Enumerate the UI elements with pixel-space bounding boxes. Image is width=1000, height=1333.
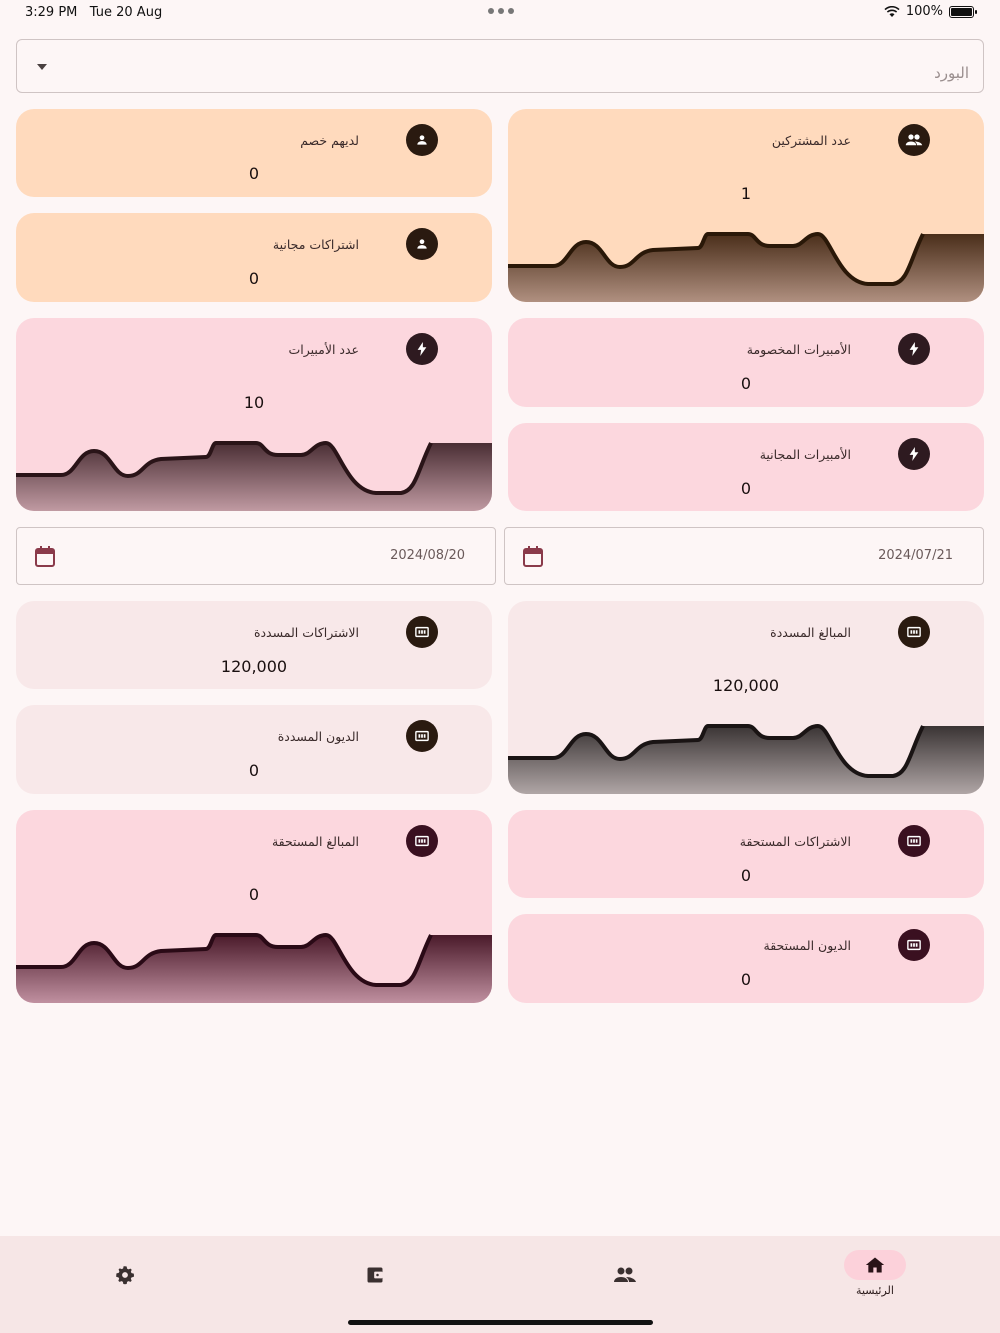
- card-value: 0: [248, 761, 260, 780]
- card-title: عدد المشتركين: [771, 133, 851, 148]
- status-bar: 3:29 PM Tue 20 Aug 100%: [0, 0, 1000, 26]
- money-icon: [898, 616, 930, 648]
- card-discounted-amperes[interactable]: الأمبيرات المخصومة 0: [508, 318, 984, 407]
- gear-icon: [116, 1266, 134, 1285]
- card-due-amounts[interactable]: المبالغ المستحقة 0: [16, 810, 492, 1003]
- money-icon: [406, 825, 438, 857]
- card-value: 0: [740, 970, 752, 989]
- bolt-icon: [898, 333, 930, 365]
- calendar-icon[interactable]: [35, 546, 55, 568]
- card-value: 0: [740, 374, 752, 393]
- generator-select-placeholder: البورد: [934, 64, 969, 82]
- card-title: المبالغ المستحقة: [271, 834, 359, 849]
- card-title: الاشتراكات المسددة: [253, 625, 359, 640]
- nav-settings-pill: [94, 1260, 156, 1290]
- wave-decoration: [508, 723, 984, 794]
- wifi-icon: [884, 5, 900, 17]
- person-icon: [406, 124, 438, 156]
- date-to-field[interactable]: 2024/08/20: [16, 527, 496, 585]
- home-icon: [865, 1257, 885, 1273]
- card-discounted[interactable]: لديهم خصم 0: [16, 109, 492, 197]
- date-from-field[interactable]: 2024/07/21: [504, 527, 984, 585]
- date-from-value: 2024/07/21: [878, 548, 953, 563]
- status-time: 3:29 PM Tue 20 Aug: [25, 5, 163, 20]
- calendar-icon[interactable]: [523, 546, 543, 568]
- card-value: 0: [740, 479, 752, 498]
- person-icon: [406, 228, 438, 260]
- card-value: 120,000: [220, 657, 288, 676]
- nav-subscribers[interactable]: [500, 1236, 750, 1333]
- card-amperes[interactable]: عدد الأمبيرات 10: [16, 318, 492, 511]
- battery-icon: [949, 5, 977, 18]
- card-free-subscriptions[interactable]: اشتراكات مجانية 0: [16, 213, 492, 302]
- card-value: 120,000: [712, 676, 780, 695]
- wave-decoration: [16, 932, 492, 1003]
- bottom-navigation: الرئيسية: [0, 1236, 1000, 1333]
- card-title: الاشتراكات المستحقة: [739, 834, 851, 849]
- card-value: 0: [740, 866, 752, 885]
- money-icon: [898, 929, 930, 961]
- card-paid-subscriptions[interactable]: الاشتراكات المسددة 120,000: [16, 601, 492, 689]
- nav-home-pill: [844, 1250, 906, 1280]
- card-title: عدد الأمبيرات: [288, 342, 359, 357]
- bolt-icon: [406, 333, 438, 365]
- card-subscribers[interactable]: عدد المشتركين 1: [508, 109, 984, 302]
- card-value: 10: [243, 393, 265, 412]
- card-value: 1: [740, 184, 752, 203]
- card-title: الأمبيرات المجانية: [759, 447, 851, 462]
- group-icon: [614, 1267, 636, 1282]
- card-value: 0: [248, 885, 260, 904]
- battery-percent: 100%: [905, 4, 943, 19]
- generator-select[interactable]: البورد: [16, 39, 984, 93]
- card-title: المبالغ المسددة: [770, 625, 851, 640]
- card-value: 0: [248, 269, 260, 288]
- home-indicator[interactable]: [348, 1320, 653, 1325]
- card-title: الأمبيرات المخصومة: [746, 342, 851, 357]
- status-right: 100%: [884, 4, 977, 19]
- nav-settings[interactable]: [0, 1236, 250, 1333]
- card-paid-debts[interactable]: الديون المسددة 0: [16, 705, 492, 794]
- nav-subscribers-pill: [594, 1260, 656, 1290]
- card-free-amperes[interactable]: الأمبيرات المجانية 0: [508, 423, 984, 511]
- card-paid-amounts[interactable]: المبالغ المسددة 120,000: [508, 601, 984, 794]
- date-to-value: 2024/08/20: [390, 548, 465, 563]
- money-icon: [406, 616, 438, 648]
- card-title: الديون المسددة: [277, 729, 359, 744]
- wave-decoration: [16, 440, 492, 511]
- group-icon: [898, 124, 930, 156]
- card-due-debts[interactable]: الديون المستحقة 0: [508, 914, 984, 1003]
- nav-wallet[interactable]: [250, 1236, 500, 1333]
- money-icon: [898, 825, 930, 857]
- money-icon: [406, 720, 438, 752]
- nav-home[interactable]: الرئيسية: [750, 1236, 1000, 1333]
- card-title: اشتراكات مجانية: [272, 237, 359, 252]
- wave-decoration: [508, 231, 984, 302]
- nav-home-label: الرئيسية: [856, 1284, 894, 1297]
- card-title: لديهم خصم: [300, 133, 359, 148]
- wallet-icon: [367, 1267, 383, 1283]
- nav-wallet-pill: [344, 1260, 406, 1290]
- card-due-subscriptions[interactable]: الاشتراكات المستحقة 0: [508, 810, 984, 898]
- card-value: 0: [248, 164, 260, 183]
- caret-down-icon: [37, 64, 47, 70]
- bolt-icon: [898, 438, 930, 470]
- multitask-dots[interactable]: [488, 8, 514, 14]
- card-title: الديون المستحقة: [763, 938, 851, 953]
